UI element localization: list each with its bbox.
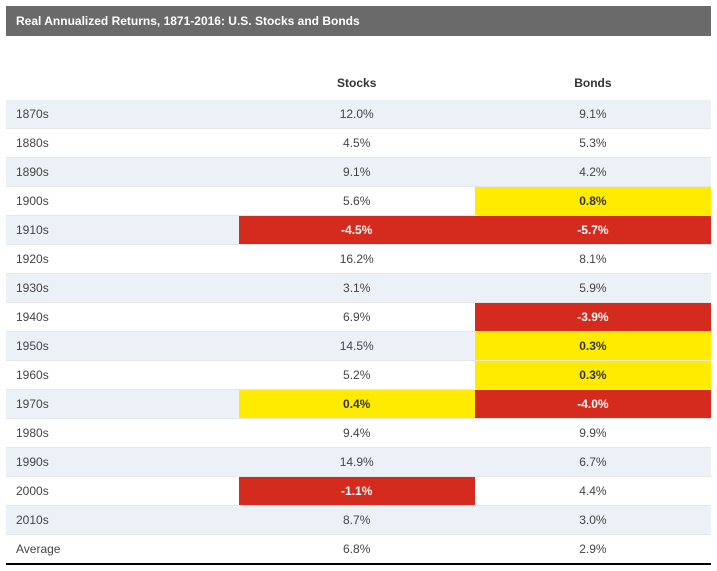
- table-row: 1990s14.9%6.7%: [6, 448, 711, 477]
- decade-cell: 1910s: [6, 216, 239, 245]
- decade-cell: 1950s: [6, 332, 239, 361]
- bonds-cell: 3.0%: [475, 506, 711, 535]
- col-header-bonds: Bonds: [475, 70, 711, 100]
- bonds-cell: 4.2%: [475, 158, 711, 187]
- decade-cell: 1900s: [6, 187, 239, 216]
- stocks-cell: -4.5%: [239, 216, 475, 245]
- stocks-cell: 4.5%: [239, 129, 475, 158]
- average-row: Average6.8%2.9%: [6, 535, 711, 565]
- col-header-stocks: Stocks: [239, 70, 475, 100]
- stocks-cell: 5.2%: [239, 361, 475, 390]
- table-row: 1980s9.4%9.9%: [6, 419, 711, 448]
- table-row: 1900s5.6%0.8%: [6, 187, 711, 216]
- decade-cell: 1870s: [6, 100, 239, 129]
- table-row: 1890s9.1%4.2%: [6, 158, 711, 187]
- bonds-cell: 5.9%: [475, 274, 711, 303]
- decade-cell: 2010s: [6, 506, 239, 535]
- stocks-cell: 14.9%: [239, 448, 475, 477]
- col-header-decade: [6, 70, 239, 100]
- title-bar: Real Annualized Returns, 1871-2016: U.S.…: [6, 6, 711, 36]
- table-row: 1870s12.0%9.1%: [6, 100, 711, 129]
- table-row: 1920s16.2%8.1%: [6, 245, 711, 274]
- bonds-cell: -3.9%: [475, 303, 711, 332]
- page-title: Real Annualized Returns, 1871-2016: U.S.…: [16, 14, 360, 28]
- bonds-cell: 9.9%: [475, 419, 711, 448]
- table-row: 2010s8.7%3.0%: [6, 506, 711, 535]
- decade-cell: 1940s: [6, 303, 239, 332]
- table-row: 1910s-4.5%-5.7%: [6, 216, 711, 245]
- stocks-cell: 0.4%: [239, 390, 475, 419]
- decade-cell: 1980s: [6, 419, 239, 448]
- bonds-cell: 5.3%: [475, 129, 711, 158]
- bonds-cell: 9.1%: [475, 100, 711, 129]
- stocks-cell: 5.6%: [239, 187, 475, 216]
- table-row: 1950s14.5%0.3%: [6, 332, 711, 361]
- table-row: 1960s5.2%0.3%: [6, 361, 711, 390]
- table-row: 2000s-1.1%4.4%: [6, 477, 711, 506]
- decade-cell: 2000s: [6, 477, 239, 506]
- table-row: 1940s6.9%-3.9%: [6, 303, 711, 332]
- average-bonds: 2.9%: [475, 535, 711, 565]
- bonds-cell: 8.1%: [475, 245, 711, 274]
- bonds-cell: 6.7%: [475, 448, 711, 477]
- stocks-cell: 3.1%: [239, 274, 475, 303]
- stocks-cell: 6.9%: [239, 303, 475, 332]
- decade-cell: 1990s: [6, 448, 239, 477]
- bonds-cell: 0.3%: [475, 332, 711, 361]
- table-row: 1930s3.1%5.9%: [6, 274, 711, 303]
- average-stocks: 6.8%: [239, 535, 475, 565]
- decade-cell: 1920s: [6, 245, 239, 274]
- stocks-cell: 9.4%: [239, 419, 475, 448]
- header-row: Stocks Bonds: [6, 70, 711, 100]
- decade-cell: 1930s: [6, 274, 239, 303]
- stocks-cell: 12.0%: [239, 100, 475, 129]
- bonds-cell: -5.7%: [475, 216, 711, 245]
- decade-cell: 1890s: [6, 158, 239, 187]
- table-body: 1870s12.0%9.1%1880s4.5%5.3%1890s9.1%4.2%…: [6, 100, 711, 564]
- decade-cell: 1960s: [6, 361, 239, 390]
- table-row: 1880s4.5%5.3%: [6, 129, 711, 158]
- returns-table: Stocks Bonds 1870s12.0%9.1%1880s4.5%5.3%…: [6, 70, 711, 565]
- decade-cell: 1880s: [6, 129, 239, 158]
- stocks-cell: 9.1%: [239, 158, 475, 187]
- bonds-cell: -4.0%: [475, 390, 711, 419]
- stocks-cell: 14.5%: [239, 332, 475, 361]
- stocks-cell: 16.2%: [239, 245, 475, 274]
- bonds-cell: 0.8%: [475, 187, 711, 216]
- average-label: Average: [6, 535, 239, 565]
- table-row: 1970s0.4%-4.0%: [6, 390, 711, 419]
- bonds-cell: 4.4%: [475, 477, 711, 506]
- decade-cell: 1970s: [6, 390, 239, 419]
- stocks-cell: 8.7%: [239, 506, 475, 535]
- stocks-cell: -1.1%: [239, 477, 475, 506]
- bonds-cell: 0.3%: [475, 361, 711, 390]
